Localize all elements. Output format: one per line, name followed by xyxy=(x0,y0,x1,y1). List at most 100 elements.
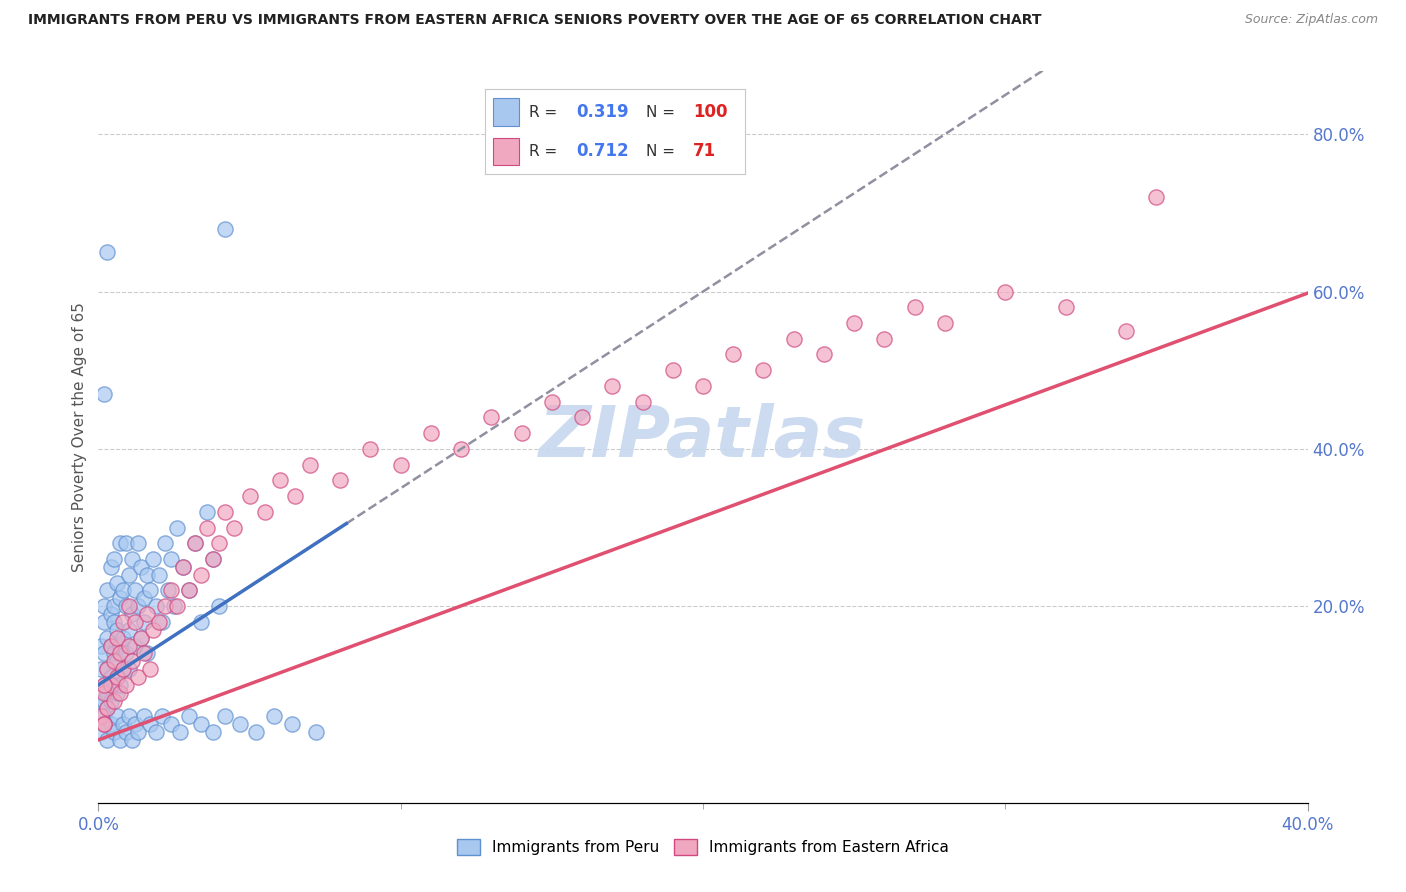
Point xyxy=(124,615,146,629)
Point xyxy=(108,732,131,747)
Point xyxy=(450,442,472,456)
Point xyxy=(132,646,155,660)
Point xyxy=(96,732,118,747)
Point xyxy=(179,709,201,723)
Point xyxy=(135,567,157,582)
Legend: Immigrants from Peru, Immigrants from Eastern Africa: Immigrants from Peru, Immigrants from Ea… xyxy=(450,833,956,861)
Point xyxy=(224,520,246,534)
Point xyxy=(93,686,115,700)
Point xyxy=(994,285,1017,299)
Point xyxy=(142,623,165,637)
Point xyxy=(111,662,134,676)
Point xyxy=(661,363,683,377)
Point xyxy=(145,599,167,614)
Point xyxy=(1144,190,1167,204)
Point xyxy=(934,316,956,330)
Point xyxy=(108,646,131,660)
Point xyxy=(93,709,115,723)
Point xyxy=(139,662,162,676)
Point xyxy=(105,686,128,700)
Point xyxy=(118,567,141,582)
Text: 0.712: 0.712 xyxy=(576,142,628,160)
Point xyxy=(129,631,152,645)
Point xyxy=(139,583,162,598)
Point xyxy=(105,654,128,668)
Point xyxy=(873,332,896,346)
Text: IMMIGRANTS FROM PERU VS IMMIGRANTS FROM EASTERN AFRICA SENIORS POVERTY OVER THE : IMMIGRANTS FROM PERU VS IMMIGRANTS FROM … xyxy=(28,13,1042,28)
Point xyxy=(172,559,194,574)
Point xyxy=(160,583,183,598)
Point xyxy=(132,709,155,723)
Point xyxy=(148,567,170,582)
FancyBboxPatch shape xyxy=(494,98,519,126)
Point xyxy=(150,709,173,723)
Point xyxy=(1054,301,1077,315)
Point xyxy=(108,678,131,692)
Point xyxy=(124,717,146,731)
Point xyxy=(124,583,146,598)
Point xyxy=(108,686,131,700)
Point xyxy=(172,559,194,574)
Point xyxy=(93,717,115,731)
Point xyxy=(281,717,304,731)
Point xyxy=(105,709,128,723)
Point xyxy=(571,410,593,425)
Point xyxy=(150,615,173,629)
Point xyxy=(284,489,307,503)
Point xyxy=(184,536,207,550)
Point xyxy=(108,536,131,550)
Point xyxy=(103,678,125,692)
Point xyxy=(118,623,141,637)
Point xyxy=(129,559,152,574)
Point xyxy=(190,567,212,582)
Point xyxy=(127,536,149,550)
Point xyxy=(103,646,125,660)
Point xyxy=(100,717,122,731)
Point xyxy=(124,639,146,653)
Point xyxy=(160,552,183,566)
Point xyxy=(96,583,118,598)
Point xyxy=(253,505,276,519)
Point xyxy=(100,607,122,621)
Point xyxy=(148,615,170,629)
Point xyxy=(299,458,322,472)
Point xyxy=(96,701,118,715)
Point xyxy=(114,678,136,692)
Point xyxy=(93,693,115,707)
Point xyxy=(202,725,225,739)
Point xyxy=(100,693,122,707)
Point xyxy=(93,646,115,660)
Point xyxy=(510,426,533,441)
Point xyxy=(114,536,136,550)
Point xyxy=(105,670,128,684)
Point xyxy=(100,678,122,692)
Point xyxy=(139,717,162,731)
Point xyxy=(239,489,262,503)
Point xyxy=(127,670,149,684)
Point xyxy=(96,662,118,676)
Point xyxy=(118,709,141,723)
Point xyxy=(813,347,835,361)
Point xyxy=(169,725,191,739)
Point xyxy=(90,639,112,653)
Point xyxy=(93,615,115,629)
Text: R =: R = xyxy=(529,144,558,159)
Point xyxy=(100,670,122,684)
Point xyxy=(245,725,267,739)
Point xyxy=(540,394,562,409)
Point xyxy=(93,717,115,731)
Point xyxy=(93,678,115,692)
Point xyxy=(783,332,806,346)
Point xyxy=(208,599,231,614)
Point xyxy=(1115,324,1137,338)
Point xyxy=(90,662,112,676)
Text: 0.319: 0.319 xyxy=(576,103,628,121)
Point xyxy=(129,631,152,645)
Point xyxy=(163,599,186,614)
Point xyxy=(96,701,118,715)
Point xyxy=(96,662,118,676)
Point xyxy=(208,536,231,550)
Point xyxy=(111,631,134,645)
Point xyxy=(135,646,157,660)
Point xyxy=(96,686,118,700)
